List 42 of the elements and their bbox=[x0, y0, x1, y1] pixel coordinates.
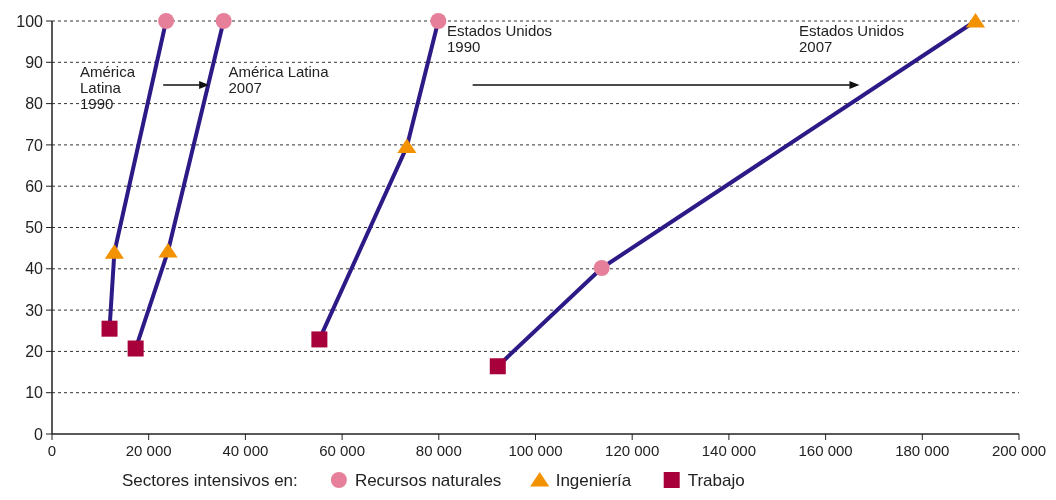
point bbox=[158, 13, 175, 29]
point bbox=[489, 358, 506, 375]
y-tick-label: 60 bbox=[25, 177, 44, 195]
legend-title: Sectores intensivos en: bbox=[122, 471, 298, 490]
x-tick-label: 60 000 bbox=[319, 442, 366, 459]
y-tick-label: 50 bbox=[25, 219, 44, 237]
y-tick-label: 30 bbox=[25, 301, 44, 319]
point bbox=[158, 243, 178, 258]
x-tick-label: 40 000 bbox=[222, 442, 269, 459]
y-tick-label: 40 bbox=[25, 260, 44, 278]
x-tick-label: 120 000 bbox=[605, 442, 660, 459]
x-tick-label: 80 000 bbox=[415, 442, 462, 459]
point bbox=[397, 138, 417, 153]
x-tick-label: 180 000 bbox=[895, 442, 950, 459]
x-tick-label: 0 bbox=[47, 442, 57, 459]
point bbox=[215, 13, 232, 29]
annotation: Estados Unidos 2007 bbox=[799, 22, 905, 56]
point bbox=[965, 13, 986, 28]
point bbox=[311, 331, 328, 348]
point bbox=[101, 320, 118, 337]
y-tick-label: 0 bbox=[34, 425, 44, 443]
x-tick-label: 140 000 bbox=[701, 442, 757, 459]
y-tick-label: 10 bbox=[25, 384, 44, 402]
point bbox=[593, 259, 610, 276]
x-tick-label: 160 000 bbox=[798, 442, 853, 459]
y-tick-label: 80 bbox=[25, 95, 44, 113]
annotation: América Latina 1990 bbox=[80, 63, 136, 113]
y-tick-label: 20 bbox=[25, 343, 44, 360]
point bbox=[104, 244, 124, 259]
y-tick-label: 90 bbox=[25, 53, 44, 71]
legend-label: Ingeniería bbox=[555, 471, 632, 490]
x-tick-label: 100 000 bbox=[508, 442, 563, 459]
point bbox=[430, 13, 447, 29]
point bbox=[127, 340, 144, 357]
y-tick-label: 100 bbox=[16, 12, 44, 30]
annotation: América Latina 2007 bbox=[228, 63, 330, 97]
annotation: Estados Unidos 1990 bbox=[447, 22, 553, 56]
x-tick-label: 20 000 bbox=[125, 442, 172, 459]
legend-label: Trabajo bbox=[687, 471, 745, 490]
y-tick-label: 70 bbox=[25, 136, 44, 154]
x-tick-label: 200 000 bbox=[991, 442, 1047, 459]
legend-label: Recursos naturales bbox=[354, 471, 502, 490]
